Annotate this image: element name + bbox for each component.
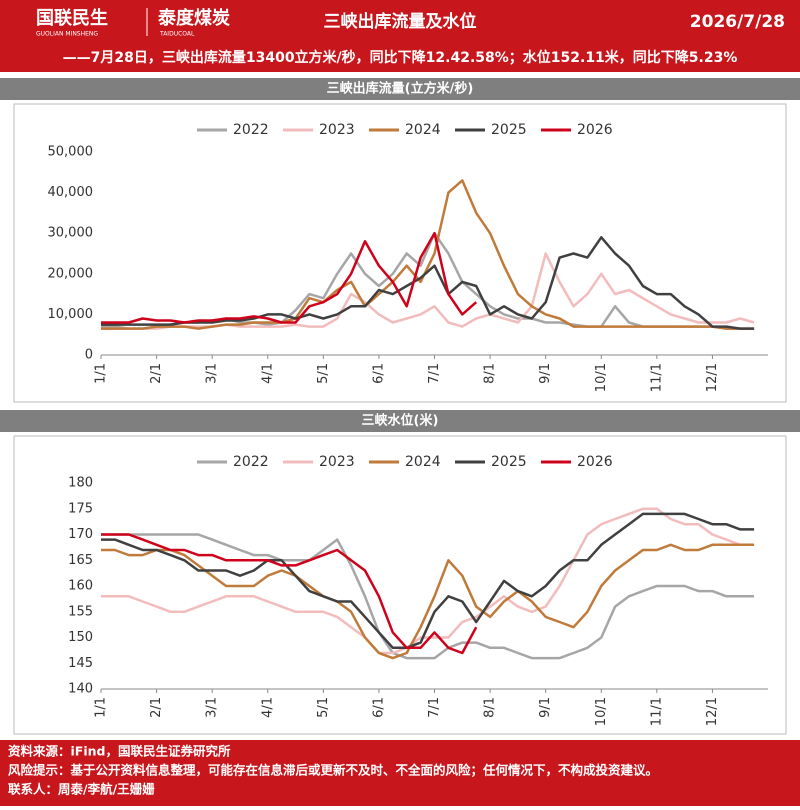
x-tick-label: 1/1 (94, 363, 109, 384)
y-tick-label: 10,000 (48, 307, 94, 322)
x-tick-label: 4/1 (260, 363, 275, 384)
x-tick-label: 5/1 (316, 697, 331, 718)
x-tick-label: 12/1 (705, 363, 720, 392)
y-tick-label: 145 (68, 656, 93, 671)
x-tick-label: 7/1 (427, 363, 442, 384)
legend-label: 2024 (405, 454, 441, 470)
y-tick-label: 165 (68, 553, 93, 568)
y-tick-label: 140 (68, 682, 93, 697)
footer-band (0, 740, 800, 806)
y-tick-label: 175 (68, 501, 93, 516)
legend-label: 2026 (577, 454, 613, 470)
x-tick-label: 5/1 (316, 363, 331, 384)
y-tick-label: 170 (68, 527, 93, 542)
footer-line: 风险提示：基于公开资料信息整理，可能存在信息滞后或更新不及时、不全面的风险；任何… (8, 763, 658, 778)
x-tick-label: 4/1 (260, 697, 275, 718)
x-tick-label: 10/1 (594, 697, 609, 726)
panel-box (13, 103, 787, 403)
legend-label: 2026 (577, 122, 613, 138)
legend-label: 2022 (233, 122, 269, 138)
series-line (101, 507, 755, 655)
y-tick-label: 40,000 (48, 185, 94, 200)
x-tick-label: 12/1 (705, 697, 720, 726)
x-tick-label: 2/1 (149, 697, 164, 718)
panel-title: 三峡出库流量(立方米/秒) (327, 81, 474, 97)
legend-label: 2025 (491, 122, 527, 138)
series-line (101, 236, 755, 330)
y-tick-label: 180 (68, 476, 93, 491)
y-tick-label: 155 (68, 604, 93, 619)
series-line (101, 543, 755, 660)
y-tick-label: 30,000 (48, 226, 94, 241)
x-tick-label: 2/1 (149, 363, 164, 384)
x-tick-label: 8/1 (483, 697, 498, 718)
legend-label: 2022 (233, 454, 269, 470)
series-line (101, 533, 755, 660)
x-tick-label: 9/1 (538, 363, 553, 384)
legend-label: 2025 (491, 454, 527, 470)
logo: 国联民生 (36, 7, 108, 29)
x-tick-label: 11/1 (649, 697, 664, 726)
y-tick-label: 50,000 (48, 145, 94, 160)
x-tick-label: 3/1 (205, 697, 220, 718)
header-band (0, 0, 800, 72)
y-tick-label: 20,000 (48, 266, 94, 281)
x-tick-label: 11/1 (649, 363, 664, 392)
footer-line: 资料来源：iFind，国联民生证券研究所 (8, 744, 231, 759)
series-line (101, 231, 478, 324)
footer-line: 联系人：周泰/李航/王姗姗 (8, 782, 155, 797)
series-line (101, 512, 755, 650)
series-line (101, 179, 755, 330)
x-tick-label: 1/1 (94, 697, 109, 718)
panel-title-bar (0, 78, 800, 100)
date: 2026/7/28 (690, 12, 785, 32)
series-line (101, 533, 478, 655)
x-tick-label: 3/1 (205, 363, 220, 384)
panel-title: 三峡水位(米) (362, 413, 439, 429)
y-tick-label: 160 (68, 579, 93, 594)
subtitle: ——7月28日，三峡出库流量13400立方米/秒，同比下降12.42.58%；水… (63, 49, 738, 66)
x-tick-label: 6/1 (371, 697, 386, 718)
panel-title-bar (0, 410, 800, 432)
x-tick-label: 10/1 (594, 363, 609, 392)
logo-sub: GUOLIAN MINSHENG (36, 31, 98, 38)
x-tick-label: 9/1 (538, 697, 553, 718)
legend-label: 2024 (405, 122, 441, 138)
title: 三峡出库流量及水位 (324, 11, 477, 32)
y-tick-label: 0 (85, 348, 93, 363)
y-tick-label: 150 (68, 630, 93, 645)
legend-label: 2023 (319, 454, 355, 470)
legend-label: 2023 (319, 122, 355, 138)
brand-sub: TAIDUCOAL (159, 31, 195, 38)
x-tick-label: 8/1 (483, 363, 498, 384)
brand: 泰度煤炭 (157, 7, 230, 29)
x-tick-label: 6/1 (371, 363, 386, 384)
x-tick-label: 7/1 (427, 697, 442, 718)
